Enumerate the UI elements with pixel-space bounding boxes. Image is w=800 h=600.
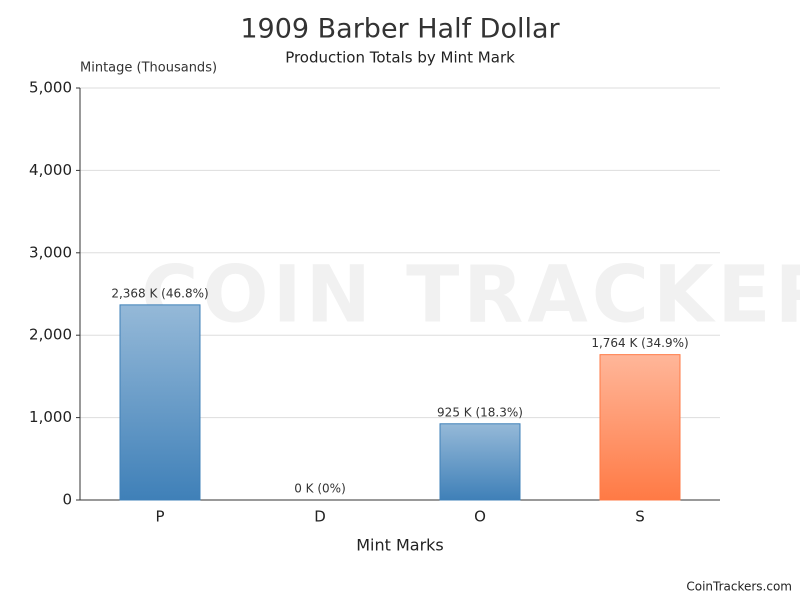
chart-title: 1909 Barber Half Dollar <box>240 14 560 45</box>
value-label: 0 K (0%) <box>294 482 346 496</box>
x-tick-label: S <box>635 508 645 526</box>
x-axis-label: Mint Marks <box>356 536 444 555</box>
x-tick-label: O <box>474 508 486 526</box>
x-tick-label: P <box>155 508 164 526</box>
value-label: 1,764 K (34.9%) <box>591 336 688 350</box>
y-tick-label: 0 <box>62 491 72 509</box>
y-tick-label: 5,000 <box>29 79 72 97</box>
y-axis-label: Mintage (Thousands) <box>80 61 217 76</box>
bar <box>119 304 201 501</box>
value-label: 925 K (18.3%) <box>437 405 523 419</box>
bar <box>599 354 681 501</box>
y-tick-label: 3,000 <box>29 243 72 261</box>
bar <box>439 423 521 501</box>
x-tick-label: D <box>314 508 326 526</box>
watermark: COIN TRACKERS <box>141 250 800 340</box>
footer: CoinTrackers.com <box>686 580 792 594</box>
chart-subtitle: Production Totals by Mint Mark <box>285 49 515 67</box>
y-tick-label: 1,000 <box>29 408 72 426</box>
value-label: 2,368 K (46.8%) <box>111 286 208 300</box>
y-tick-label: 2,000 <box>29 326 72 344</box>
y-tick-label: 4,000 <box>29 161 72 179</box>
